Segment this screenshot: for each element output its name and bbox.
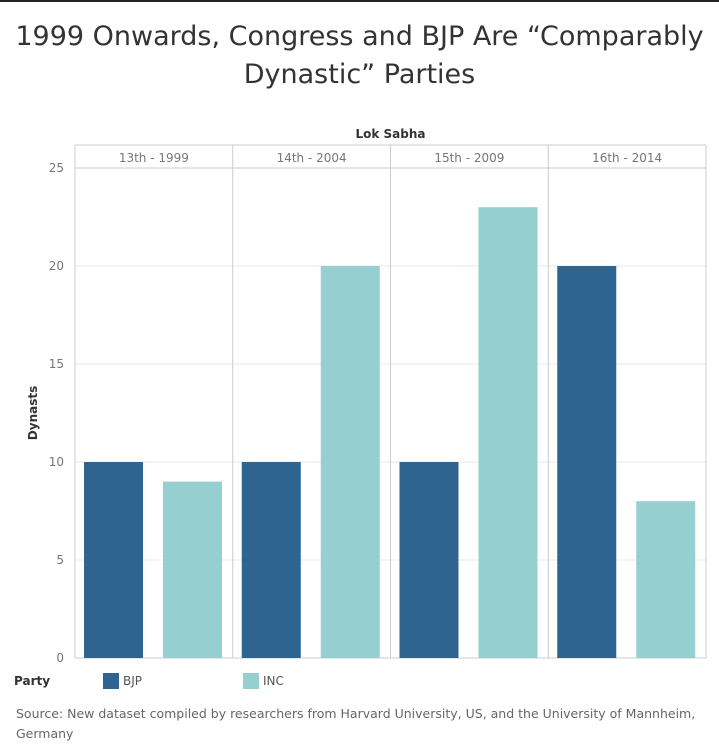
bar-inc-2	[478, 207, 538, 658]
bar-inc-1	[320, 266, 380, 658]
y-tick-label-4: 20	[49, 259, 64, 273]
y-tick-label-2: 10	[49, 455, 64, 469]
bar-bjp-1	[241, 462, 301, 658]
top-rule	[0, 0, 719, 2]
legend-label-inc: INC	[263, 674, 284, 688]
legend-swatch-inc	[243, 673, 259, 689]
source-note: Source: New dataset compiled by research…	[16, 706, 696, 741]
bar-inc-0	[163, 481, 222, 658]
bar-bjp-3	[557, 266, 617, 658]
y-axis-label: Dynasts	[26, 386, 40, 440]
category-label-2: 15th - 2009	[434, 151, 504, 165]
category-label-0: 13th - 1999	[119, 151, 189, 165]
chart-title: 1999 Onwards, Congress and BJP Are “Comp…	[0, 18, 719, 94]
bar-bjp-2	[399, 462, 459, 658]
y-tick-label-1: 5	[56, 553, 64, 567]
column-header: Lok Sabha	[355, 127, 425, 141]
bar-inc-3	[636, 501, 696, 658]
legend: Party BJP INC	[0, 668, 719, 694]
category-label-3: 16th - 2014	[592, 151, 662, 165]
chart-title-line-1: 1999 Onwards, Congress and BJP Are “Comp…	[15, 21, 704, 52]
legend-label-bjp: BJP	[123, 674, 143, 688]
chart-title-line-2: Dynastic” Parties	[243, 59, 476, 90]
y-tick-label-5: 25	[49, 161, 64, 175]
bar-bjp-0	[84, 462, 143, 658]
legend-swatch-bjp	[103, 673, 119, 689]
bar-chart: Lok Sabha 0 5 10 15 20 25 Dynasts 13th - 1999 14t…	[26, 127, 707, 665]
legend-title: Party	[14, 674, 51, 688]
category-label-1: 14th - 2004	[277, 151, 347, 165]
y-tick-label-3: 15	[49, 357, 64, 371]
y-tick-label-0: 0	[56, 651, 64, 665]
